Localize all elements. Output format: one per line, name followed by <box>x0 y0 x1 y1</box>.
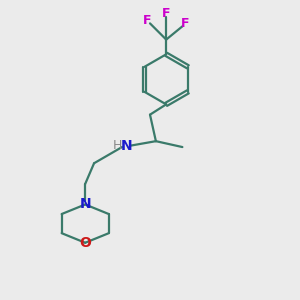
Text: H: H <box>113 139 122 152</box>
Text: O: O <box>79 236 91 250</box>
Text: N: N <box>80 197 91 212</box>
Text: F: F <box>143 14 151 27</box>
Text: F: F <box>162 7 170 20</box>
Text: N: N <box>121 139 132 153</box>
Text: F: F <box>181 17 190 30</box>
